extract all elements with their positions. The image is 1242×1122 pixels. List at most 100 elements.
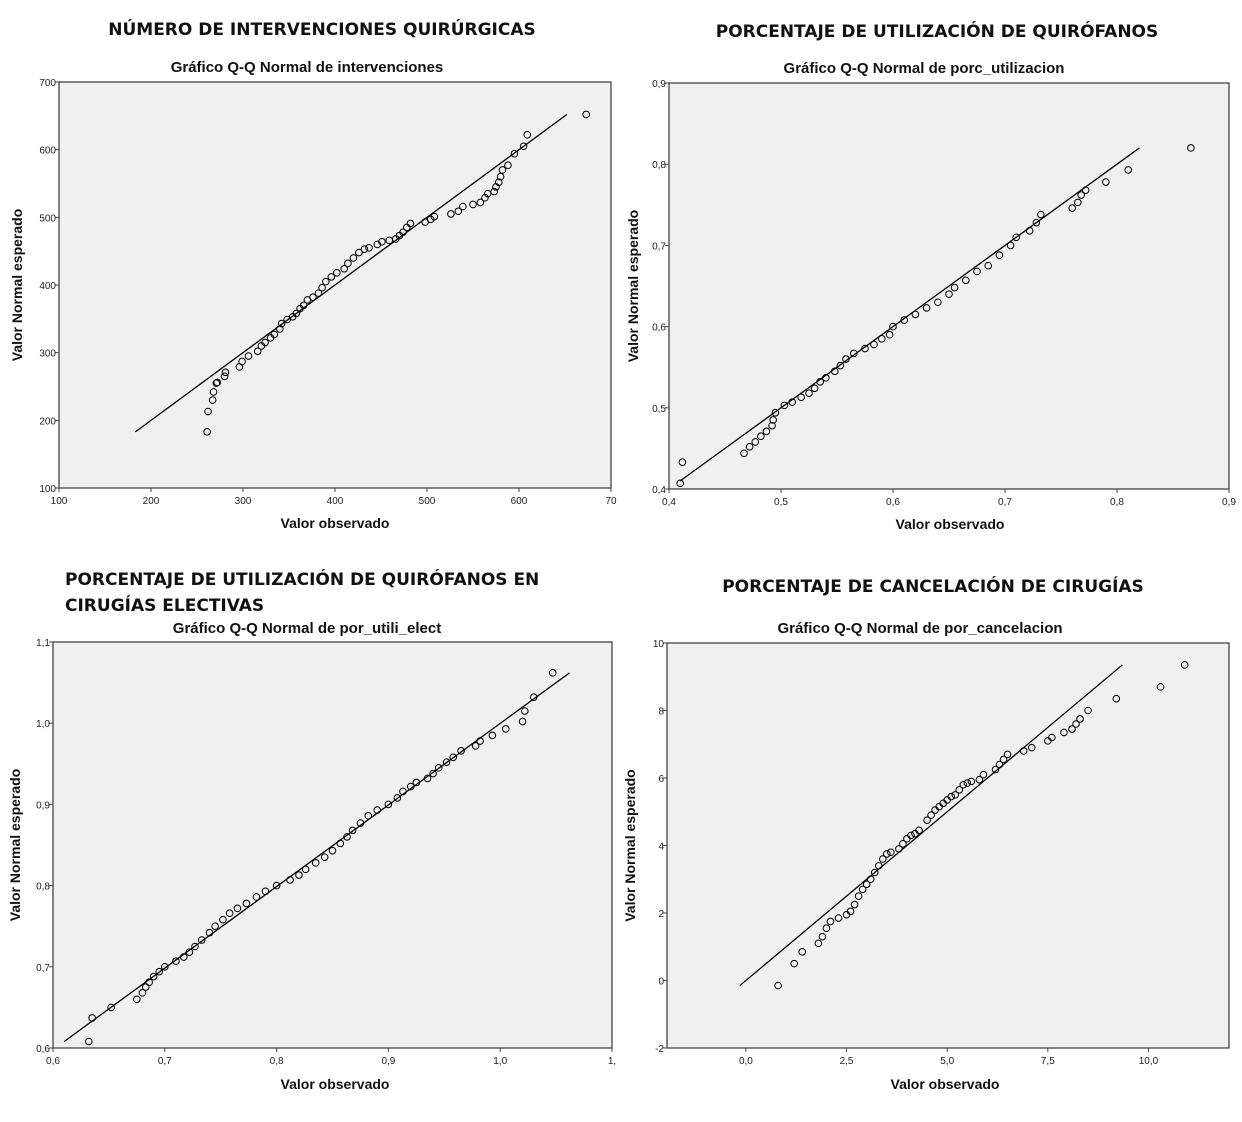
data-point xyxy=(1084,706,1092,715)
x-tick-label: 7,5 xyxy=(1041,1056,1055,1067)
qq-chart-3: Gráfico Q-Q Normal de por_utili_elect Val… xyxy=(7,620,616,1092)
data-point xyxy=(745,442,754,451)
chart-title: Gráfico Q-Q Normal de intervenciones xyxy=(171,59,444,76)
y-tick-label: 300 xyxy=(39,349,56,360)
data-point xyxy=(488,731,497,740)
data-point xyxy=(850,900,859,909)
data-point xyxy=(798,948,807,956)
data-point xyxy=(822,924,831,932)
data-point xyxy=(751,438,760,446)
data-point xyxy=(145,978,153,987)
x-tick-label: 5,0 xyxy=(940,1056,954,1067)
x-tick-label: 0,9 xyxy=(381,1056,395,1067)
x-tick-label: 0,6 xyxy=(46,1056,60,1067)
data-point xyxy=(454,207,463,216)
data-point xyxy=(862,880,871,889)
data-point xyxy=(496,172,505,181)
data-point xyxy=(1037,210,1045,219)
data-point xyxy=(797,393,805,402)
data-point xyxy=(984,261,993,270)
data-point xyxy=(846,907,855,916)
y-tick-label: 0,8 xyxy=(36,882,50,893)
data-point xyxy=(915,826,923,835)
data-point xyxy=(406,782,415,791)
data-point xyxy=(469,200,477,209)
y-tick-label: 0,9 xyxy=(652,79,666,90)
data-point xyxy=(947,792,956,801)
data-point xyxy=(384,800,393,809)
data-point xyxy=(84,1037,93,1046)
data-point xyxy=(889,322,897,331)
data-point xyxy=(883,850,891,858)
data-point xyxy=(999,755,1008,764)
chart-heading-utili-elect: PORCENTAJE DE UTILIZACIÓN DE QUIRÓFANOS … xyxy=(65,570,540,616)
data-point xyxy=(476,198,485,207)
data-point xyxy=(866,875,875,884)
data-point xyxy=(161,963,169,971)
data-point xyxy=(399,787,407,796)
data-point xyxy=(252,893,261,901)
data-point xyxy=(349,254,358,262)
x-tick-label: 1, xyxy=(608,1056,616,1067)
x-tick-label: 600 xyxy=(511,496,528,507)
x-tick-label: 70 xyxy=(605,496,617,507)
data-point xyxy=(934,298,942,307)
data-point xyxy=(963,779,972,787)
data-point xyxy=(771,408,780,417)
data-point xyxy=(973,267,981,276)
data-point xyxy=(907,831,915,840)
data-point xyxy=(244,352,253,360)
data-point xyxy=(442,758,451,766)
x-tick-label: 0,7 xyxy=(158,1056,172,1067)
x-axis-label: Valor observado xyxy=(281,515,390,531)
data-point xyxy=(233,904,242,913)
data-point xyxy=(962,276,970,285)
data-point xyxy=(1019,747,1028,755)
data-point xyxy=(816,378,825,386)
data-point xyxy=(138,988,147,997)
y-axis-label: Valor Normal esperado xyxy=(622,769,638,922)
x-axis-label: Valor observado xyxy=(891,1076,1000,1092)
y-tick-label: 100 xyxy=(39,484,56,495)
data-point xyxy=(429,769,437,778)
data-point xyxy=(333,269,341,277)
y-tick-label: 500 xyxy=(39,213,56,224)
data-point xyxy=(340,264,349,273)
data-point xyxy=(320,853,329,861)
data-point xyxy=(344,259,352,268)
chart-title: Gráfico Q-Q Normal de porc_utilizacion xyxy=(784,60,1065,77)
x-tick-label: 0,4 xyxy=(662,497,676,508)
data-point xyxy=(213,378,222,387)
data-point xyxy=(762,427,771,436)
qq-chart-1: Gráfico Q-Q Normal de intervenciones Valo… xyxy=(9,59,617,531)
data-point xyxy=(277,319,286,328)
data-point xyxy=(328,846,337,855)
data-point xyxy=(523,130,532,139)
data-point xyxy=(995,251,1004,259)
data-point xyxy=(895,845,903,853)
data-point xyxy=(1102,178,1110,186)
data-point xyxy=(309,293,317,301)
x-tick-label: 0,0 xyxy=(739,1056,753,1067)
x-tick-label: 100 xyxy=(51,496,68,507)
x-tick-label: 200 xyxy=(143,496,160,507)
data-point xyxy=(1180,661,1189,669)
data-point xyxy=(208,396,217,404)
data-point xyxy=(922,304,931,312)
data-point xyxy=(406,219,415,228)
data-point xyxy=(286,876,294,884)
data-point xyxy=(1003,750,1012,759)
data-point xyxy=(365,243,373,252)
data-point xyxy=(412,778,421,787)
y-tick-label: 10 xyxy=(653,639,665,650)
data-point xyxy=(457,747,465,755)
x-axis-label: Valor observado xyxy=(896,516,1005,532)
data-point xyxy=(861,344,869,353)
data-point xyxy=(885,330,894,339)
data-point xyxy=(887,848,895,857)
data-point xyxy=(1032,218,1041,227)
x-tick-label: 0,8 xyxy=(1110,497,1124,508)
data-point xyxy=(220,372,229,381)
data-point xyxy=(1025,226,1034,235)
data-point xyxy=(272,881,281,890)
